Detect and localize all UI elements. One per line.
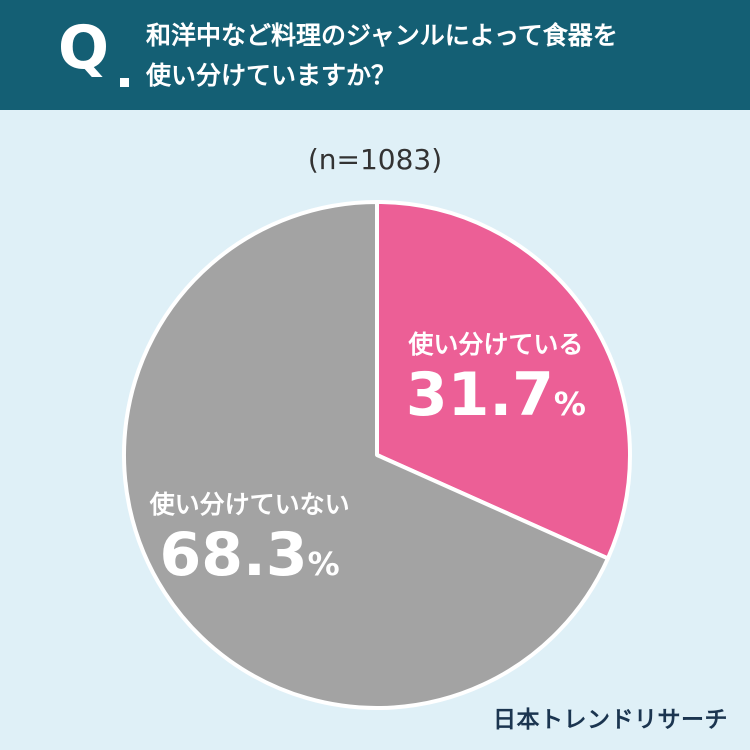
sample-size: (n=1083): [307, 143, 443, 176]
slice-value-unit: %: [307, 544, 340, 583]
slice-value-number: 31.7: [405, 359, 554, 430]
pie-slice-1: [375, 200, 632, 561]
q-mark: Q: [58, 13, 110, 83]
pie-slice-2: [122, 200, 610, 710]
question-header: Q 和洋中など料理のジャンルによって食器を 使い分けていますか？: [0, 0, 750, 110]
slice-category-label: 使い分けている: [408, 329, 584, 359]
slice-value-label: 68.3%: [150, 522, 350, 588]
slice-value-number: 68.3: [159, 519, 308, 590]
slice-label-block-1: 使い分けている 31.7%: [406, 328, 586, 428]
slice-category-label: 使い分けていない: [149, 489, 350, 519]
slice-value-label: 31.7%: [406, 362, 586, 428]
slice-label-block-2: 使い分けていない 68.3%: [150, 488, 350, 588]
question-text: 和洋中など料理のジャンルによって食器を 使い分けていますか？: [146, 21, 618, 90]
q-dot: [120, 78, 129, 87]
slice-value-unit: %: [553, 384, 586, 423]
brand-logo-text: 日本トレンドリサーチ: [493, 707, 728, 733]
